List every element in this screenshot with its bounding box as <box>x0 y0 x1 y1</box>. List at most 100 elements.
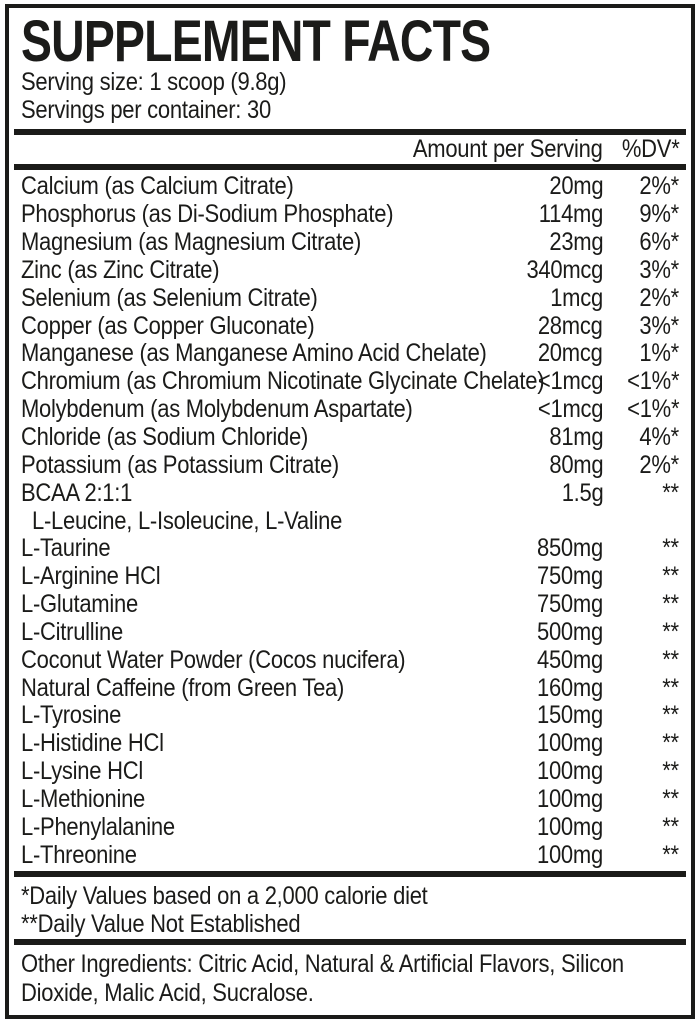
ingredient-rows: Calcium (as Calcium Citrate) 20mg 2%* Ph… <box>21 170 679 871</box>
ingredient-name: BCAA 2:1:1 <box>21 478 133 507</box>
other-ingredients-text-2: Dioxide, Malic Acid, Sucralose. <box>21 978 314 1007</box>
ingredient-dv-cell: 9%* <box>603 200 679 229</box>
ingredient-amount-cell: 28mcg <box>491 312 603 341</box>
ingredient-row: BCAA 2:1:1 1.5g ** <box>21 479 679 507</box>
ingredient-row: L-Arginine HCl 750mg ** <box>21 562 679 591</box>
ingredient-dv-cell: ** <box>603 757 679 786</box>
ingredient-amount-cell: <1mcg <box>491 395 604 424</box>
ingredient-name-cell: L-Citrulline <box>21 618 491 647</box>
ingredient-dv: 2%* <box>639 450 679 479</box>
label-title: SUPPLEMENT FACTS <box>21 9 491 74</box>
ingredient-name: L-Tyrosine <box>21 701 122 730</box>
serving-size-line: Serving size: 1 scoop (9.8g) <box>21 68 679 96</box>
ingredient-name-cell: L-Lysine HCl <box>21 757 491 786</box>
ingredient-dv-cell: ** <box>603 841 679 870</box>
ingredient-dv-cell: ** <box>603 646 679 675</box>
ingredient-row: Selenium (as Selenium Citrate) 1mcg 2%* <box>21 284 679 312</box>
ingredient-dv-cell: ** <box>603 701 679 730</box>
ingredient-amount: 1mcg <box>550 283 603 312</box>
ingredient-amount-cell: 100mg <box>491 757 603 786</box>
ingredient-row: L-Leucine, L-Isoleucine, L-Valine <box>21 507 679 535</box>
ingredient-amount-cell: 850mg <box>491 534 603 563</box>
ingredient-name-cell: L-Methionine <box>21 785 491 814</box>
ingredient-name-cell: Copper (as Copper Gluconate) <box>21 312 491 341</box>
ingredient-amount: 1.5g <box>561 478 603 507</box>
ingredient-amount: 160mg <box>537 673 603 702</box>
ingredient-name-cell: Manganese (as Manganese Amino Acid Chela… <box>21 339 491 368</box>
ingredient-amount-cell: 340mcg <box>491 256 603 285</box>
ingredient-name-cell: L-Phenylalanine <box>21 813 491 842</box>
ingredient-dv: ** <box>662 673 679 702</box>
ingredient-dv: 4%* <box>639 423 679 452</box>
daily-values-footnote: *Daily Values based on a 2,000 calorie d… <box>21 882 679 910</box>
ingredient-amount-cell: 750mg <box>491 562 603 591</box>
ingredient-name: L-Citrulline <box>21 617 123 646</box>
other-ingredients-section: Other Ingredients: Citric Acid, Natural … <box>21 945 679 1007</box>
ingredient-dv-cell: ** <box>603 590 679 619</box>
ingredient-amount: 750mg <box>537 562 603 591</box>
ingredient-name: Calcium (as Calcium Citrate) <box>21 172 294 201</box>
ingredient-name-cell: Calcium (as Calcium Citrate) <box>21 172 491 201</box>
ingredient-name-cell: L-Taurine <box>21 534 491 563</box>
ingredient-amount-cell: 100mg <box>491 729 603 758</box>
ingredient-row: L-Tyrosine 150mg ** <box>21 701 679 730</box>
ingredient-amount: 100mg <box>537 840 603 869</box>
ingredient-name: L-Lysine HCl <box>21 757 143 786</box>
footnotes-section: *Daily Values based on a 2,000 calorie d… <box>21 877 679 939</box>
ingredient-row: Natural Caffeine (from Green Tea) 160mg … <box>21 674 679 702</box>
ingredient-row: L-Threonine 100mg ** <box>21 841 679 869</box>
ingredient-row: L-Lysine HCl 100mg ** <box>21 757 679 786</box>
ingredient-amount: 500mg <box>537 617 603 646</box>
ingredient-name: Zinc (as Zinc Citrate) <box>21 255 220 284</box>
ingredient-name: Potassium (as Potassium Citrate) <box>21 450 339 479</box>
ingredient-name: L-Histidine HCl <box>21 729 164 758</box>
ingredient-amount: 20mg <box>549 172 603 201</box>
ingredient-dv-cell: 2%* <box>603 172 679 201</box>
ingredient-dv: ** <box>662 729 679 758</box>
ingredient-row: L-Taurine 850mg ** <box>21 534 679 563</box>
ingredient-dv: 2%* <box>639 283 679 312</box>
ingredient-dv: <1%* <box>626 367 679 396</box>
ingredient-dv-cell: 6%* <box>603 228 679 257</box>
ingredient-dv-cell: 3%* <box>603 256 679 285</box>
ingredient-amount-cell: 150mg <box>491 701 603 730</box>
ingredient-name: Phosphorus (as Di-Sodium Phosphate) <box>21 200 394 229</box>
ingredient-dv-cell: ** <box>603 813 679 842</box>
ingredient-amount-cell: 500mg <box>491 618 603 647</box>
ingredient-amount: 100mg <box>537 729 603 758</box>
ingredient-name: Chromium (as Chromium Nicotinate Glycina… <box>21 367 545 396</box>
ingredient-name: Natural Caffeine (from Green Tea) <box>21 673 345 702</box>
ingredient-dv: ** <box>662 784 679 813</box>
ingredient-name: Magnesium (as Magnesium Citrate) <box>21 228 362 257</box>
ingredient-row: Molybdenum (as Molybdenum Aspartate) <1m… <box>21 395 679 424</box>
ingredient-dv-cell: ** <box>603 785 679 814</box>
ingredient-amount: 23mg <box>549 228 603 257</box>
ingredient-dv-cell: ** <box>603 618 679 647</box>
ingredient-dv-cell: 4%* <box>603 423 679 452</box>
ingredient-dv: ** <box>662 534 679 563</box>
divider-bar-header-top <box>14 129 686 135</box>
ingredient-row: L-Methionine 100mg ** <box>21 785 679 814</box>
ingredient-row: Manganese (as Manganese Amino Acid Chela… <box>21 339 679 368</box>
ingredient-name-cell: Chromium (as Chromium Nicotinate Glycina… <box>21 367 545 396</box>
ingredient-dv-cell: ** <box>603 562 679 591</box>
ingredient-amount-cell: <1mcg <box>491 367 604 396</box>
dv-not-established-footnote-text: **Daily Value Not Established <box>21 910 301 939</box>
ingredient-dv: 3%* <box>639 255 679 284</box>
ingredient-amount: 81mg <box>549 423 603 452</box>
ingredient-dv: ** <box>662 701 679 730</box>
ingredient-name: L-Arginine HCl <box>21 562 161 591</box>
serving-size-text: Serving size: 1 scoop (9.8g) <box>21 68 287 96</box>
ingredient-row: L-Histidine HCl 100mg ** <box>21 729 679 758</box>
ingredient-name-cell: L-Leucine, L-Isoleucine, L-Valine <box>21 507 491 536</box>
ingredient-dv-cell: 3%* <box>603 312 679 341</box>
ingredient-dv: 1%* <box>639 339 679 368</box>
ingredient-amount-cell <box>491 507 603 536</box>
ingredient-row: Potassium (as Potassium Citrate) 80mg 2%… <box>21 451 679 479</box>
ingredient-row: Coconut Water Powder (Cocos nucifera) 45… <box>21 646 679 674</box>
other-ingredients-text-1: Other Ingredients: Citric Acid, Natural … <box>21 950 624 979</box>
supplement-facts-label: SUPPLEMENT FACTS Serving size: 1 scoop (… <box>5 4 695 1019</box>
ingredient-dv: ** <box>662 562 679 591</box>
ingredient-row: Zinc (as Zinc Citrate) 340mcg 3%* <box>21 255 679 285</box>
ingredient-name: Copper (as Copper Gluconate) <box>21 311 315 340</box>
